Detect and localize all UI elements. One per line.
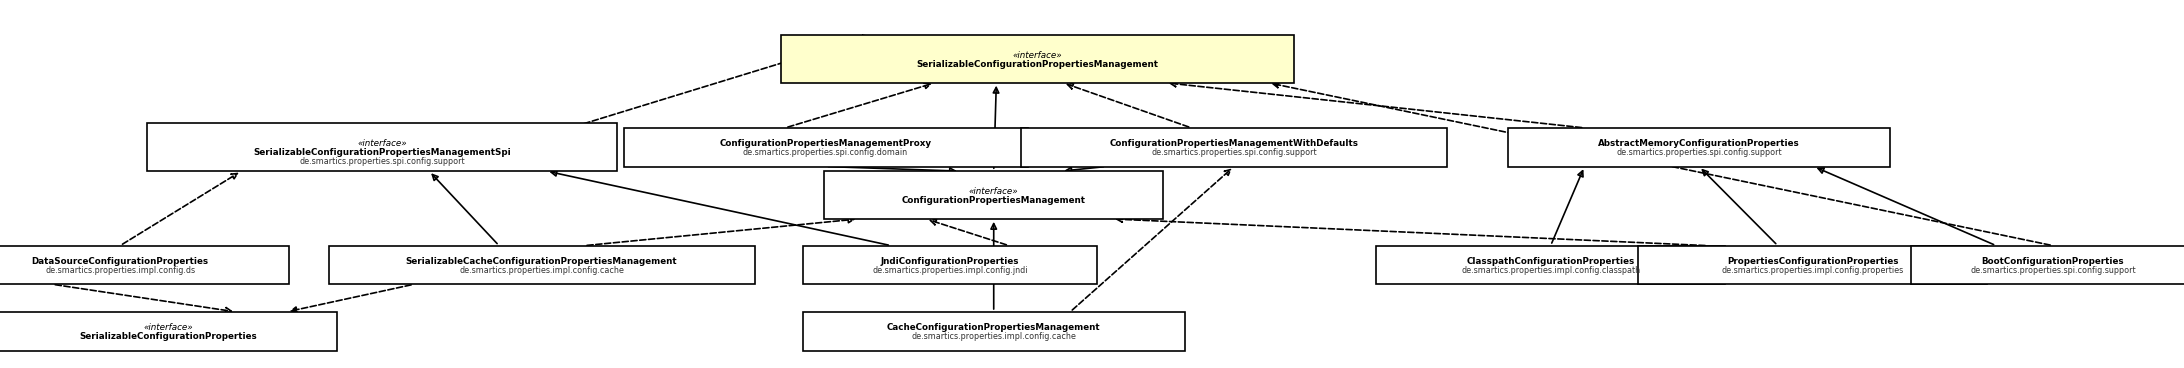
Text: SerializableConfigurationPropertiesManagementSpi: SerializableConfigurationPropertiesManag… [253, 148, 511, 157]
Text: de.smartics.properties.spi.config.support: de.smartics.properties.spi.config.suppor… [1616, 148, 1782, 157]
FancyBboxPatch shape [1376, 246, 1725, 284]
Text: de.smartics.properties.spi.config.support: de.smartics.properties.spi.config.suppor… [299, 157, 465, 166]
Text: de.smartics.properties.impl.config.ds: de.smartics.properties.impl.config.ds [46, 266, 194, 275]
Text: DataSourceConfigurationProperties: DataSourceConfigurationProperties [31, 257, 210, 266]
FancyBboxPatch shape [0, 246, 288, 284]
Text: de.smartics.properties.impl.config.properties: de.smartics.properties.impl.config.prope… [1721, 266, 1904, 275]
Text: ClasspathConfigurationProperties: ClasspathConfigurationProperties [1465, 257, 1636, 266]
Text: de.smartics.properties.spi.config.support: de.smartics.properties.spi.config.suppor… [1970, 266, 2136, 275]
Text: «interface»: «interface» [970, 187, 1018, 196]
FancyBboxPatch shape [1911, 246, 2184, 284]
FancyBboxPatch shape [804, 246, 1096, 284]
Text: de.smartics.properties.spi.config.domain: de.smartics.properties.spi.config.domain [743, 148, 909, 157]
Text: de.smartics.properties.spi.config.support: de.smartics.properties.spi.config.suppor… [1151, 148, 1317, 157]
Text: SerializableConfigurationPropertiesManagement: SerializableConfigurationPropertiesManag… [917, 60, 1158, 69]
Text: ConfigurationPropertiesManagement: ConfigurationPropertiesManagement [902, 196, 1085, 205]
Text: de.smartics.properties.impl.config.cache: de.smartics.properties.impl.config.cache [911, 332, 1077, 341]
FancyBboxPatch shape [1020, 128, 1446, 166]
FancyBboxPatch shape [146, 123, 616, 171]
FancyBboxPatch shape [1638, 246, 1987, 284]
FancyBboxPatch shape [625, 128, 1026, 166]
Text: CacheConfigurationPropertiesManagement: CacheConfigurationPropertiesManagement [887, 323, 1101, 332]
Text: SerializableConfigurationProperties: SerializableConfigurationProperties [79, 332, 258, 341]
Text: PropertiesConfigurationProperties: PropertiesConfigurationProperties [1728, 257, 1898, 266]
Text: «interface»: «interface» [144, 323, 192, 332]
Text: AbstractMemoryConfigurationProperties: AbstractMemoryConfigurationProperties [1599, 139, 1800, 148]
Text: ConfigurationPropertiesManagementWithDefaults: ConfigurationPropertiesManagementWithDef… [1109, 139, 1358, 148]
FancyBboxPatch shape [0, 312, 336, 350]
FancyBboxPatch shape [782, 35, 1293, 83]
FancyBboxPatch shape [826, 171, 1162, 219]
FancyBboxPatch shape [804, 312, 1184, 350]
FancyBboxPatch shape [328, 246, 756, 284]
Text: de.smartics.properties.impl.config.cache: de.smartics.properties.impl.config.cache [459, 266, 625, 275]
Text: de.smartics.properties.impl.config.classpath: de.smartics.properties.impl.config.class… [1461, 266, 1640, 275]
Text: «interface»: «interface» [358, 139, 406, 148]
Text: ConfigurationPropertiesManagementProxy: ConfigurationPropertiesManagementProxy [719, 139, 933, 148]
Text: SerializableCacheConfigurationPropertiesManagement: SerializableCacheConfigurationProperties… [406, 257, 677, 266]
Text: «interface»: «interface» [1013, 51, 1061, 60]
Text: JndiConfigurationProperties: JndiConfigurationProperties [880, 257, 1020, 266]
Text: de.smartics.properties.impl.config.jndi: de.smartics.properties.impl.config.jndi [871, 266, 1029, 275]
Text: BootConfigurationProperties: BootConfigurationProperties [1981, 257, 2125, 266]
FancyBboxPatch shape [1507, 128, 1889, 166]
